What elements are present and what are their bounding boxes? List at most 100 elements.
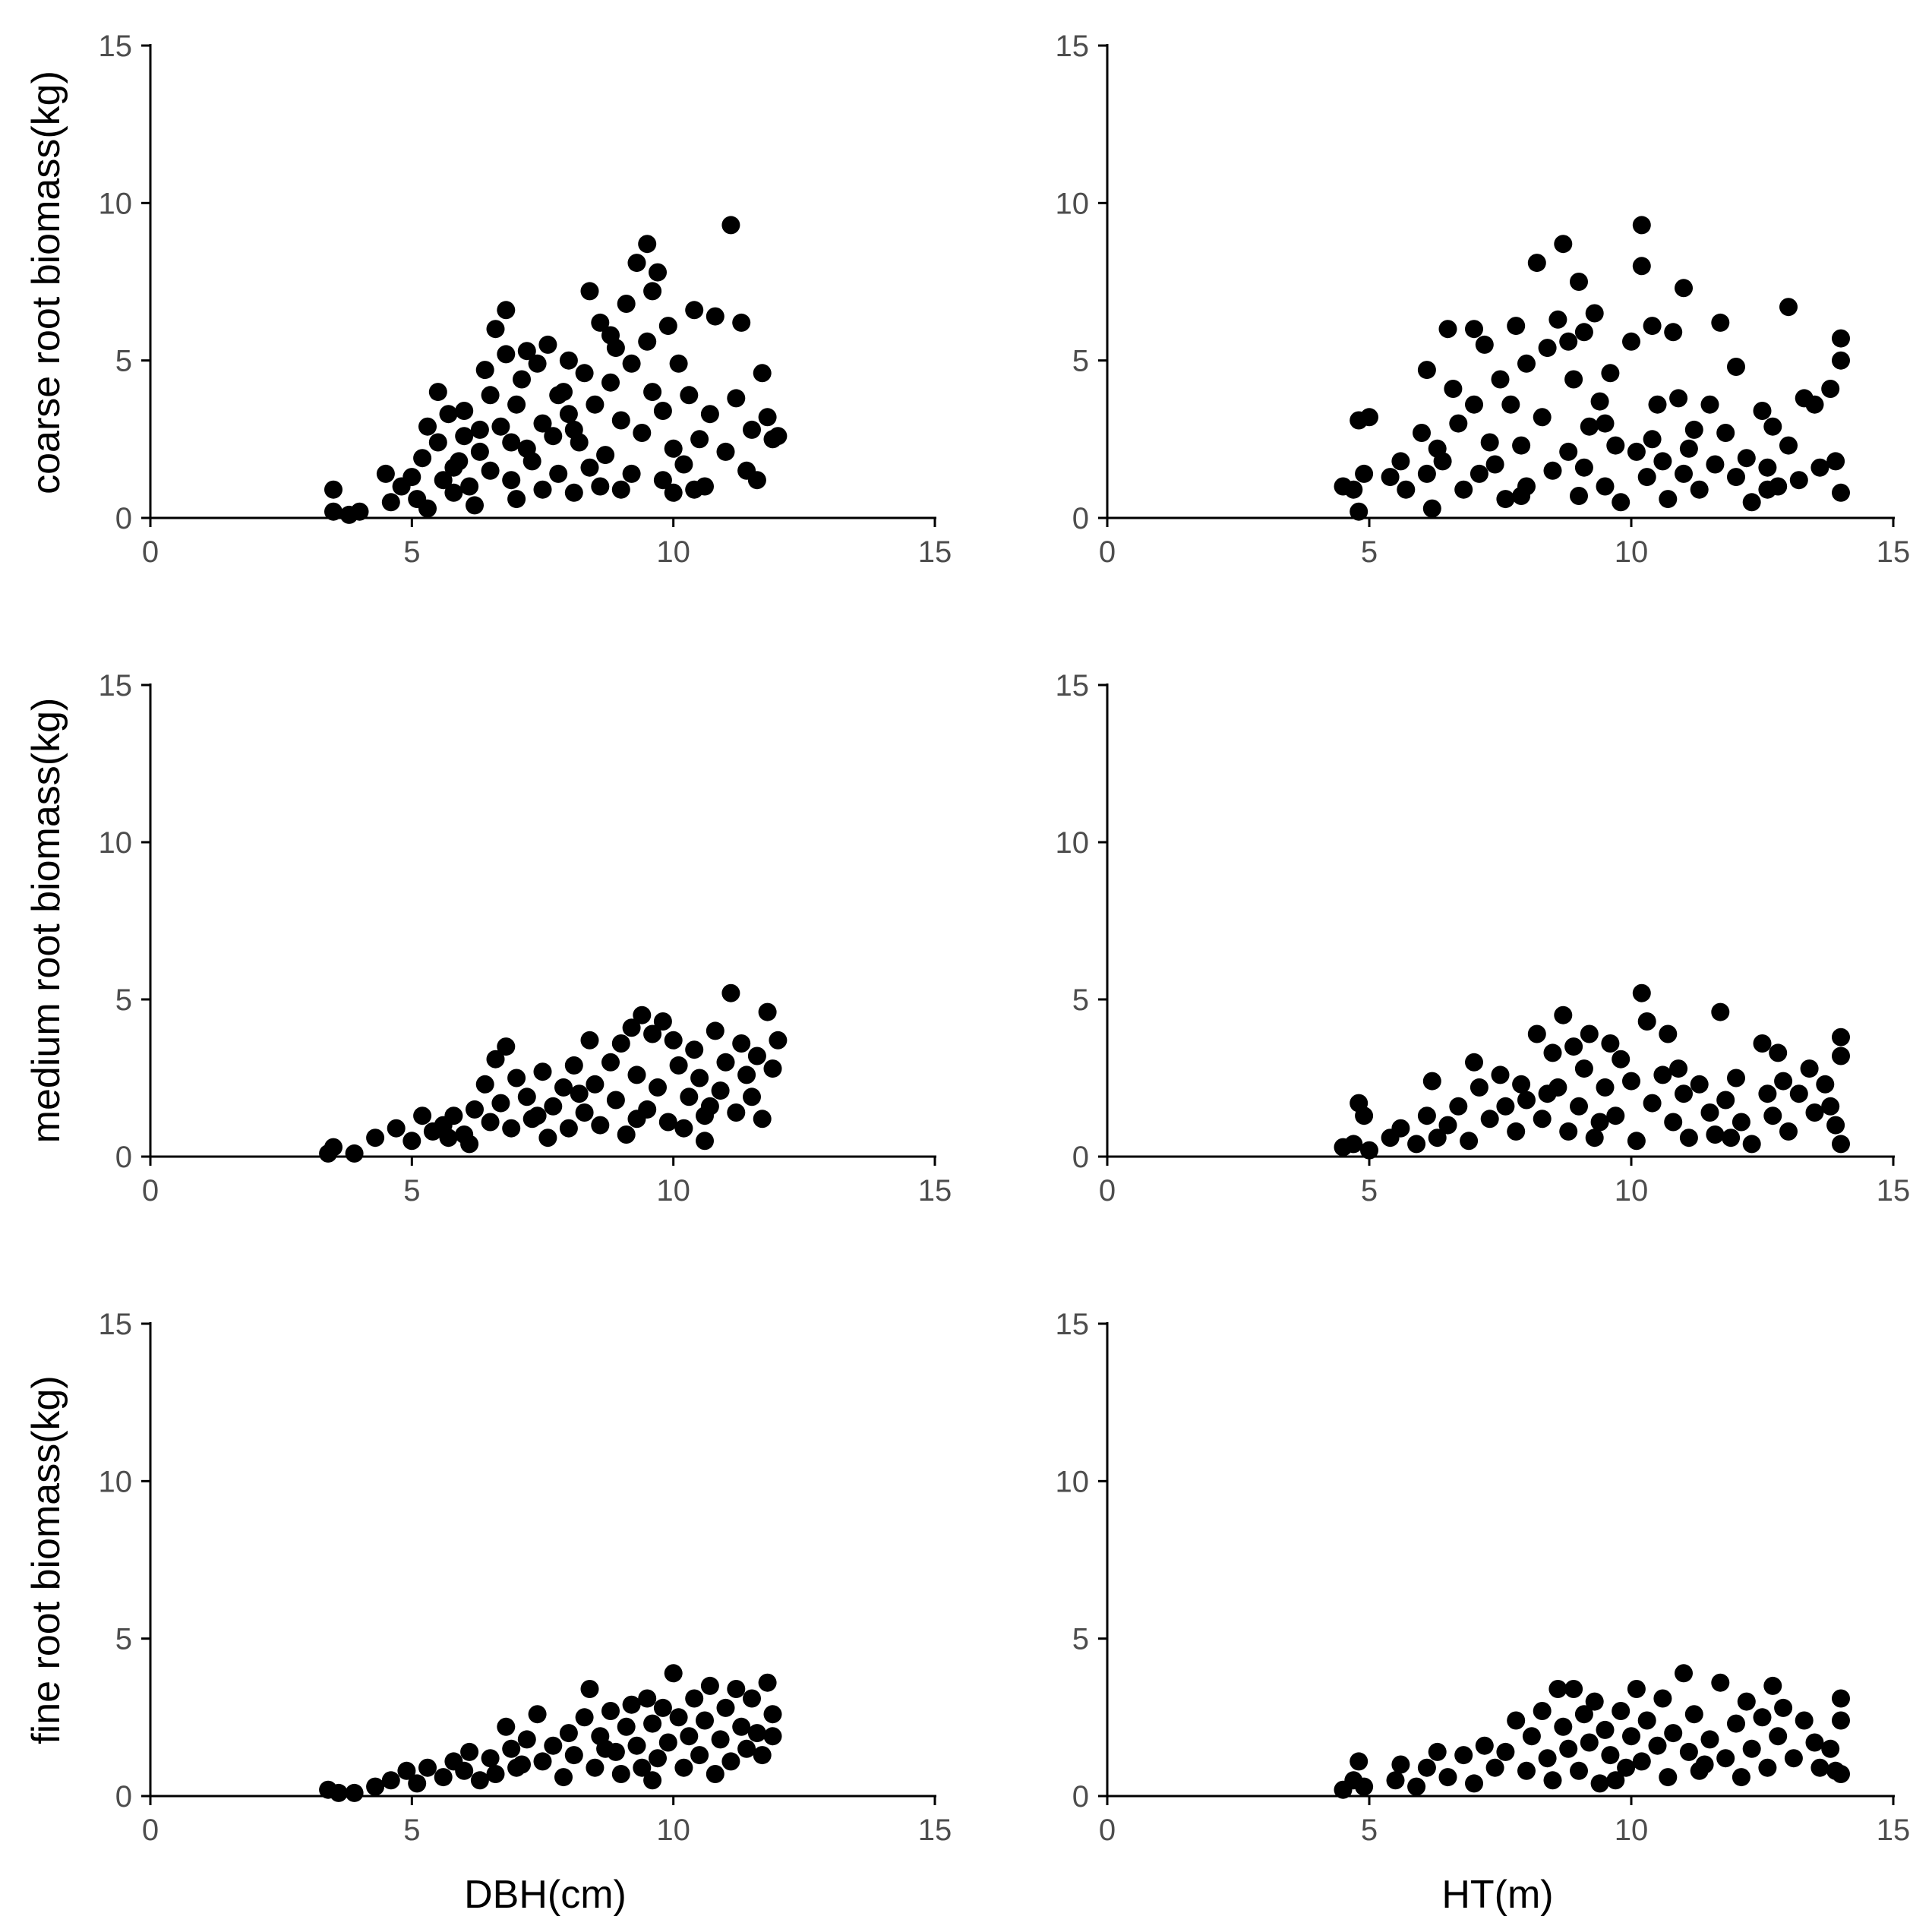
data-point bbox=[1538, 339, 1557, 358]
y-tick-label: 5 bbox=[1072, 345, 1089, 378]
data-point bbox=[1653, 452, 1672, 471]
data-point bbox=[381, 1771, 400, 1790]
data-point bbox=[627, 1065, 646, 1084]
data-point bbox=[706, 1765, 724, 1783]
data-point bbox=[413, 1106, 432, 1125]
data-point bbox=[1821, 380, 1840, 398]
data-point bbox=[1637, 1711, 1656, 1730]
x-tick-label: 10 bbox=[656, 535, 690, 569]
data-point bbox=[1554, 1005, 1573, 1024]
data-point bbox=[491, 417, 510, 436]
data-point bbox=[1417, 1106, 1436, 1125]
data-point bbox=[470, 442, 489, 461]
x-tick-label: 0 bbox=[1099, 1814, 1116, 1847]
data-point bbox=[1570, 1761, 1588, 1780]
data-point bbox=[758, 1002, 777, 1021]
data-point bbox=[596, 1739, 615, 1758]
data-point bbox=[658, 317, 677, 336]
panel-fine-dbh: 0 5 10 15 0 5 10 15 bbox=[99, 1308, 952, 1847]
data-point bbox=[376, 464, 395, 483]
data-point bbox=[466, 1100, 484, 1119]
data-point bbox=[544, 1736, 563, 1755]
data-point bbox=[1574, 323, 1593, 342]
data-point bbox=[481, 461, 500, 480]
data-point bbox=[580, 458, 599, 477]
data-point bbox=[611, 411, 630, 430]
data-point bbox=[460, 477, 479, 496]
data-point bbox=[1832, 1711, 1850, 1730]
data-point bbox=[680, 1727, 699, 1746]
data-point bbox=[633, 1758, 652, 1777]
data-point bbox=[1391, 1755, 1410, 1774]
data-point bbox=[1559, 442, 1578, 461]
data-point bbox=[1622, 1072, 1640, 1091]
data-point bbox=[753, 1746, 772, 1765]
data-point bbox=[601, 373, 620, 392]
data-point bbox=[1507, 1711, 1526, 1730]
data-point bbox=[1491, 1065, 1510, 1084]
data-point bbox=[690, 1746, 709, 1765]
data-point bbox=[486, 1765, 505, 1783]
data-point bbox=[1512, 487, 1531, 505]
x-axis-title-left: DBH(cm) bbox=[464, 1873, 627, 1917]
data-point bbox=[580, 282, 599, 301]
data-point bbox=[486, 320, 505, 339]
data-point bbox=[1832, 351, 1850, 370]
data-point bbox=[1601, 364, 1620, 383]
data-point bbox=[481, 1749, 500, 1768]
data-point bbox=[664, 483, 683, 502]
data-point bbox=[1397, 480, 1416, 499]
data-point bbox=[727, 1680, 746, 1698]
data-point bbox=[1428, 1129, 1447, 1148]
data-point bbox=[1810, 458, 1829, 477]
data-point bbox=[1507, 1122, 1526, 1141]
data-point bbox=[732, 1717, 751, 1736]
data-point bbox=[497, 345, 516, 364]
data-point bbox=[1590, 1113, 1609, 1132]
data-point bbox=[664, 1664, 683, 1683]
data-point bbox=[533, 1062, 552, 1081]
data-point bbox=[1407, 1777, 1426, 1796]
data-point bbox=[428, 383, 447, 402]
data-point bbox=[1480, 1110, 1499, 1129]
data-point bbox=[743, 1689, 761, 1708]
data-point bbox=[1612, 1050, 1631, 1069]
data-point bbox=[544, 427, 563, 446]
data-point bbox=[1727, 358, 1745, 376]
data-point bbox=[366, 1129, 385, 1148]
data-point bbox=[747, 1724, 766, 1743]
data-point bbox=[1570, 487, 1588, 505]
data-point bbox=[1659, 1768, 1678, 1787]
data-point bbox=[696, 1711, 714, 1730]
x-tick-label: 5 bbox=[403, 1814, 420, 1847]
data-point bbox=[690, 430, 709, 449]
data-point bbox=[1465, 1774, 1483, 1793]
data-point bbox=[1548, 1680, 1567, 1698]
data-point bbox=[1832, 1135, 1850, 1154]
data-point bbox=[1574, 1059, 1593, 1078]
data-point bbox=[580, 1680, 599, 1698]
data-point bbox=[1585, 1129, 1604, 1148]
data-point bbox=[716, 1698, 735, 1717]
data-point bbox=[460, 1135, 479, 1154]
data-point bbox=[1407, 1135, 1426, 1154]
data-point bbox=[1722, 1129, 1741, 1148]
data-point bbox=[1648, 1736, 1667, 1755]
x-tick-label: 15 bbox=[1877, 535, 1911, 569]
data-point bbox=[1684, 420, 1703, 439]
data-point bbox=[763, 1059, 782, 1078]
data-point bbox=[617, 295, 636, 313]
data-point bbox=[617, 1717, 636, 1736]
data-point bbox=[1769, 1727, 1788, 1746]
data-point bbox=[402, 468, 421, 487]
data-point bbox=[1690, 1075, 1709, 1094]
data-point bbox=[1789, 471, 1808, 490]
data-point bbox=[586, 395, 605, 414]
data-point bbox=[559, 351, 578, 370]
data-point bbox=[1622, 1727, 1640, 1746]
y-tick-label: 0 bbox=[1072, 502, 1089, 535]
data-point bbox=[591, 1116, 610, 1135]
data-point bbox=[1700, 395, 1719, 414]
data-point bbox=[1533, 408, 1552, 427]
